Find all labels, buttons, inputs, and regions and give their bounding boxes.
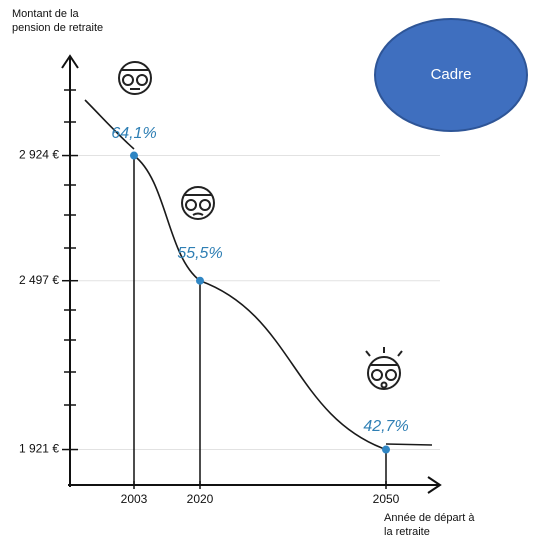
point (130, 151, 138, 160)
axes (61, 54, 442, 494)
minor-ticks (64, 89, 76, 406)
x-axis-label: Année de départ à (384, 512, 475, 524)
badge-shape (374, 18, 528, 132)
y-axis-label: pension de retraite (12, 22, 103, 34)
annotation: 55,5% (177, 245, 222, 262)
x-axis-label: la retraite (384, 526, 430, 538)
y-axis-label: Montant de la (12, 8, 80, 20)
curve-extension (385, 443, 433, 446)
x-tick-label: 2020 (187, 492, 214, 506)
point (382, 445, 390, 454)
point (196, 276, 204, 285)
line (133, 154, 387, 451)
x-tick-label: 2003 (121, 492, 148, 506)
badge-label: Cadre (431, 66, 472, 83)
y-tick-label: 1 921 € (19, 442, 59, 456)
x-tick-label: 2050 (373, 492, 400, 506)
curve-extension (84, 99, 135, 150)
annotation: 42,7% (363, 418, 408, 435)
face-icons (118, 61, 403, 390)
y-tick-label: 2 924 € (19, 148, 59, 162)
annotation: 64,1% (111, 125, 156, 142)
y-tick-label: 2 497 € (19, 273, 59, 287)
